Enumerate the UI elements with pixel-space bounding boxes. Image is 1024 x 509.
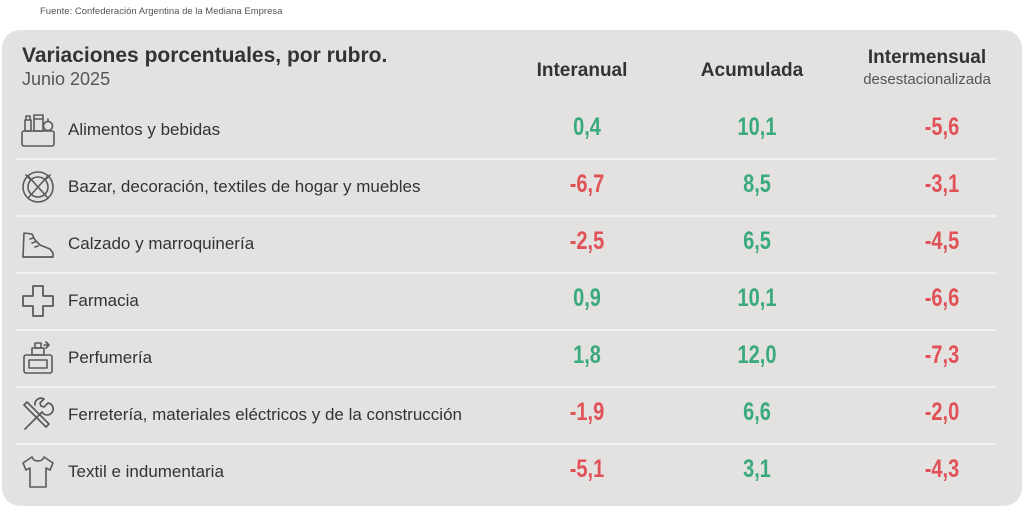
value-interanual: -2,5 [569, 227, 605, 255]
column-header-acumulada: Acumulada [700, 60, 804, 81]
row-category-label: Perfumería [68, 348, 153, 367]
perfume-icon [20, 339, 56, 377]
value-acumulada: 12,0 [737, 341, 777, 369]
value-intermensual: -6,6 [924, 284, 960, 312]
table-row: Alimentos y bebidas 0,4 10,1 -5,6 [16, 101, 996, 160]
value-intermensual: -3,1 [924, 170, 960, 198]
table-subtitle: Junio 2025 [22, 69, 111, 89]
value-intermensual: -4,3 [924, 455, 960, 483]
row-category-label: Alimentos y bebidas [68, 120, 221, 139]
tools-icon [20, 396, 56, 434]
row-category-label: Farmacia [68, 291, 139, 310]
groceries-icon [20, 111, 56, 149]
column-header-interanual: Interanual [536, 60, 628, 81]
value-intermensual: -2,0 [924, 398, 960, 426]
value-acumulada: 6,5 [743, 227, 771, 255]
table-row: Perfumería 1,8 12,0 -7,3 [16, 329, 996, 388]
value-intermensual: -4,5 [924, 227, 960, 255]
table-panel: Variaciones porcentuales, por rubro. Jun… [2, 30, 1022, 506]
value-interanual: 0,9 [573, 284, 601, 312]
value-intermensual: -7,3 [924, 341, 960, 369]
table-row: Textil e indumentaria -5,1 3,1 -4,3 [16, 443, 996, 500]
value-acumulada: 3,1 [743, 455, 771, 483]
value-acumulada: 8,5 [743, 170, 771, 198]
value-interanual: -6,7 [569, 170, 605, 198]
column-header-intermensual: Intermensual [867, 47, 987, 68]
table-row: Ferretería, materiales eléctricos y de l… [16, 386, 996, 445]
value-interanual: 0,4 [573, 113, 601, 141]
row-category-label: Bazar, decoración, textiles de hogar y m… [68, 177, 421, 196]
table-title: Variaciones porcentuales, por rubro. [22, 44, 388, 67]
table-row: Bazar, decoración, textiles de hogar y m… [16, 158, 996, 217]
sneaker-icon [20, 225, 56, 263]
source-note: Fuente: Confederación Argentina de la Me… [40, 6, 283, 17]
table-row: Calzado y marroquinería -2,5 6,5 -4,5 [16, 215, 996, 274]
value-acumulada: 10,1 [737, 284, 777, 312]
value-interanual: -1,9 [569, 398, 605, 426]
value-interanual: 1,8 [573, 341, 601, 369]
shirt-icon [20, 453, 56, 491]
table-row: Farmacia 0,9 10,1 -6,6 [16, 272, 996, 331]
row-category-label: Ferretería, materiales eléctricos y de l… [68, 405, 462, 424]
row-category-label: Calzado y marroquinería [68, 234, 255, 253]
column-subheader-desestacionalizada: desestacionalizada [863, 71, 991, 88]
pharmacy-cross-icon [20, 282, 56, 320]
tableware-icon [20, 168, 56, 206]
value-intermensual: -5,6 [924, 113, 960, 141]
value-interanual: -5,1 [569, 455, 605, 483]
row-category-label: Textil e indumentaria [68, 462, 224, 481]
value-acumulada: 6,6 [743, 398, 771, 426]
value-acumulada: 10,1 [737, 113, 777, 141]
